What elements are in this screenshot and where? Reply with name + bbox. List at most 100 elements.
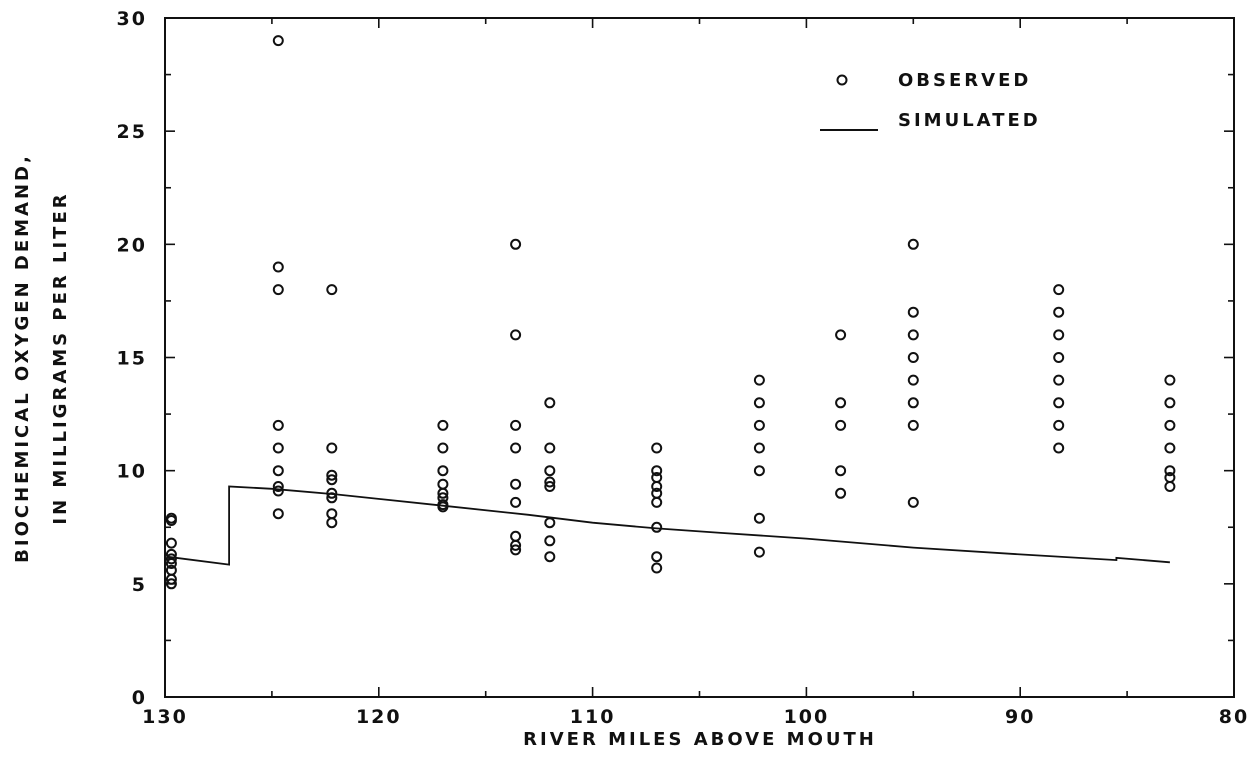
observed-point xyxy=(1053,419,1065,431)
observed-point xyxy=(326,442,338,454)
observed-point xyxy=(510,238,522,250)
observed-point xyxy=(651,481,663,492)
observed-point xyxy=(1164,397,1176,409)
observed-point xyxy=(907,374,919,386)
observed-point xyxy=(753,546,765,558)
legend-observed-marker xyxy=(836,74,848,86)
observed-point xyxy=(651,551,663,563)
observed-point xyxy=(165,553,177,565)
observed-point xyxy=(510,530,522,542)
observed-point xyxy=(544,517,556,529)
observed-points xyxy=(165,35,1176,590)
observed-point xyxy=(651,442,663,454)
y-axis-title-line-1: BIOCHEMICAL OXYGEN DEMAND, xyxy=(12,153,33,563)
x-tick-label: 130 xyxy=(142,706,188,728)
legend-observed-label: OBSERVED xyxy=(898,70,1031,91)
x-tick-label: 100 xyxy=(784,706,830,728)
observed-point xyxy=(835,419,847,431)
observed-point xyxy=(1053,442,1065,454)
observed-point xyxy=(907,352,919,363)
observed-point xyxy=(437,442,449,454)
axis-ticks xyxy=(164,17,1235,698)
x-tick-label: 80 xyxy=(1219,706,1249,728)
observed-point xyxy=(544,397,556,409)
x-tick-label: 90 xyxy=(1005,706,1035,728)
observed-point xyxy=(272,35,284,47)
observed-point xyxy=(165,558,177,569)
x-axis-title: RIVER MILES ABOVE MOUTH xyxy=(523,729,877,750)
observed-point xyxy=(1053,306,1065,318)
observed-point xyxy=(510,442,522,454)
observed-point xyxy=(651,496,663,508)
observed-point xyxy=(165,515,177,526)
observed-point xyxy=(272,261,284,273)
observed-point xyxy=(1053,352,1065,363)
observed-point xyxy=(272,465,284,477)
observed-point xyxy=(165,578,177,590)
y-tick-label: 0 xyxy=(132,687,147,709)
observed-point xyxy=(437,487,449,499)
observed-point xyxy=(835,329,847,341)
observed-point xyxy=(510,544,522,556)
legend: OBSERVED SIMULATED xyxy=(820,70,1041,131)
observed-point xyxy=(907,397,919,409)
observed-point xyxy=(326,284,338,296)
simulated-line xyxy=(166,485,1170,566)
observed-point xyxy=(835,465,847,477)
observed-point xyxy=(544,551,556,563)
observed-point xyxy=(1053,284,1065,296)
observed-point xyxy=(272,508,284,520)
observed-point xyxy=(753,465,765,477)
observed-point xyxy=(510,419,522,431)
y-tick-label: 20 xyxy=(117,234,147,256)
observed-point xyxy=(510,478,522,490)
observed-point xyxy=(907,419,919,431)
observed-point xyxy=(544,442,556,454)
observed-point xyxy=(326,469,338,481)
observed-point xyxy=(272,485,284,497)
observed-point xyxy=(272,481,284,492)
observed-point xyxy=(326,487,338,499)
legend-simulated-label: SIMULATED xyxy=(898,110,1041,131)
observed-point xyxy=(544,465,556,477)
observed-point xyxy=(437,501,449,513)
observed-point xyxy=(1053,397,1065,409)
observed-point xyxy=(510,496,522,508)
observed-point xyxy=(1164,374,1176,386)
observed-point xyxy=(544,535,556,547)
observed-point xyxy=(437,478,449,490)
observed-point xyxy=(835,397,847,409)
observed-point xyxy=(272,419,284,431)
observed-point xyxy=(651,465,663,477)
observed-point xyxy=(326,517,338,529)
observed-point xyxy=(1164,419,1176,431)
observed-point xyxy=(165,573,177,585)
y-tick-label: 5 xyxy=(132,574,147,596)
observed-point xyxy=(753,419,765,431)
observed-point xyxy=(651,562,663,574)
observed-point xyxy=(651,521,663,533)
plot-frame xyxy=(164,17,1235,698)
y-tick-label: 15 xyxy=(117,348,147,370)
observed-point xyxy=(510,539,522,551)
observed-point xyxy=(326,474,338,486)
observed-point xyxy=(907,496,919,508)
observed-point xyxy=(835,487,847,499)
observed-point xyxy=(753,374,765,386)
x-tick-label: 110 xyxy=(570,706,616,728)
observed-point xyxy=(1164,481,1176,492)
observed-point xyxy=(510,329,522,341)
x-tick-labels: 130 120 110 100 90 80 xyxy=(142,706,1249,728)
observed-point xyxy=(1053,374,1065,386)
observed-point xyxy=(1164,442,1176,454)
observed-point xyxy=(437,465,449,477)
observed-point xyxy=(544,481,556,492)
observed-point xyxy=(326,508,338,520)
y-tick-label: 10 xyxy=(117,461,147,483)
y-axis-title-line-2: IN MILLIGRAMS PER LITER xyxy=(50,191,71,524)
observed-point xyxy=(326,492,338,504)
y-tick-labels: 0 5 10 15 20 25 30 xyxy=(117,8,147,709)
observed-point xyxy=(272,442,284,454)
observed-point xyxy=(272,284,284,296)
